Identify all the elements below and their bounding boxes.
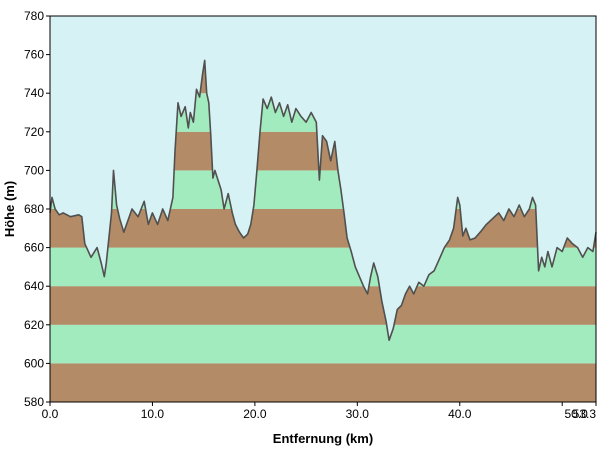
x-tick-label: 30.0	[346, 407, 370, 421]
elevation-band-600	[50, 324, 596, 364]
y-tick-label: 680	[24, 202, 44, 216]
y-axis-title: Höhe (m)	[2, 181, 17, 237]
y-tick-label: 780	[24, 9, 44, 23]
x-axis-ticks: 0.0 10.0 20.0 30.0 40.0 50.053.3	[42, 402, 597, 421]
x-tick-label: 0.0	[42, 407, 59, 421]
x-tick-label: 10.0	[141, 407, 165, 421]
y-axis-ticks: 580 600 620 640 660 680 700 720 740 760 780	[24, 9, 50, 409]
y-tick-label: 640	[24, 279, 44, 293]
y-tick-label: 740	[24, 86, 44, 100]
elevation-band-640	[50, 247, 596, 287]
elevation-band-580	[50, 363, 596, 402]
y-tick-label: 580	[24, 395, 44, 409]
elevation-profile-line	[49, 59, 597, 341]
x-tick-label: 53.3	[573, 407, 597, 421]
y-tick-label: 760	[24, 48, 44, 62]
y-tick-label: 700	[24, 163, 44, 177]
x-axis-title: Entfernung (km)	[273, 431, 373, 446]
y-tick-label: 620	[24, 318, 44, 332]
y-tick-label: 600	[24, 356, 44, 370]
x-tick-label: 40.0	[448, 407, 472, 421]
x-tick-label: 20.0	[243, 407, 267, 421]
x-tick-label: 50.0	[565, 407, 589, 421]
elevation-band-620	[50, 286, 596, 325]
y-tick-label: 720	[24, 125, 44, 139]
y-tick-label: 660	[24, 241, 44, 255]
